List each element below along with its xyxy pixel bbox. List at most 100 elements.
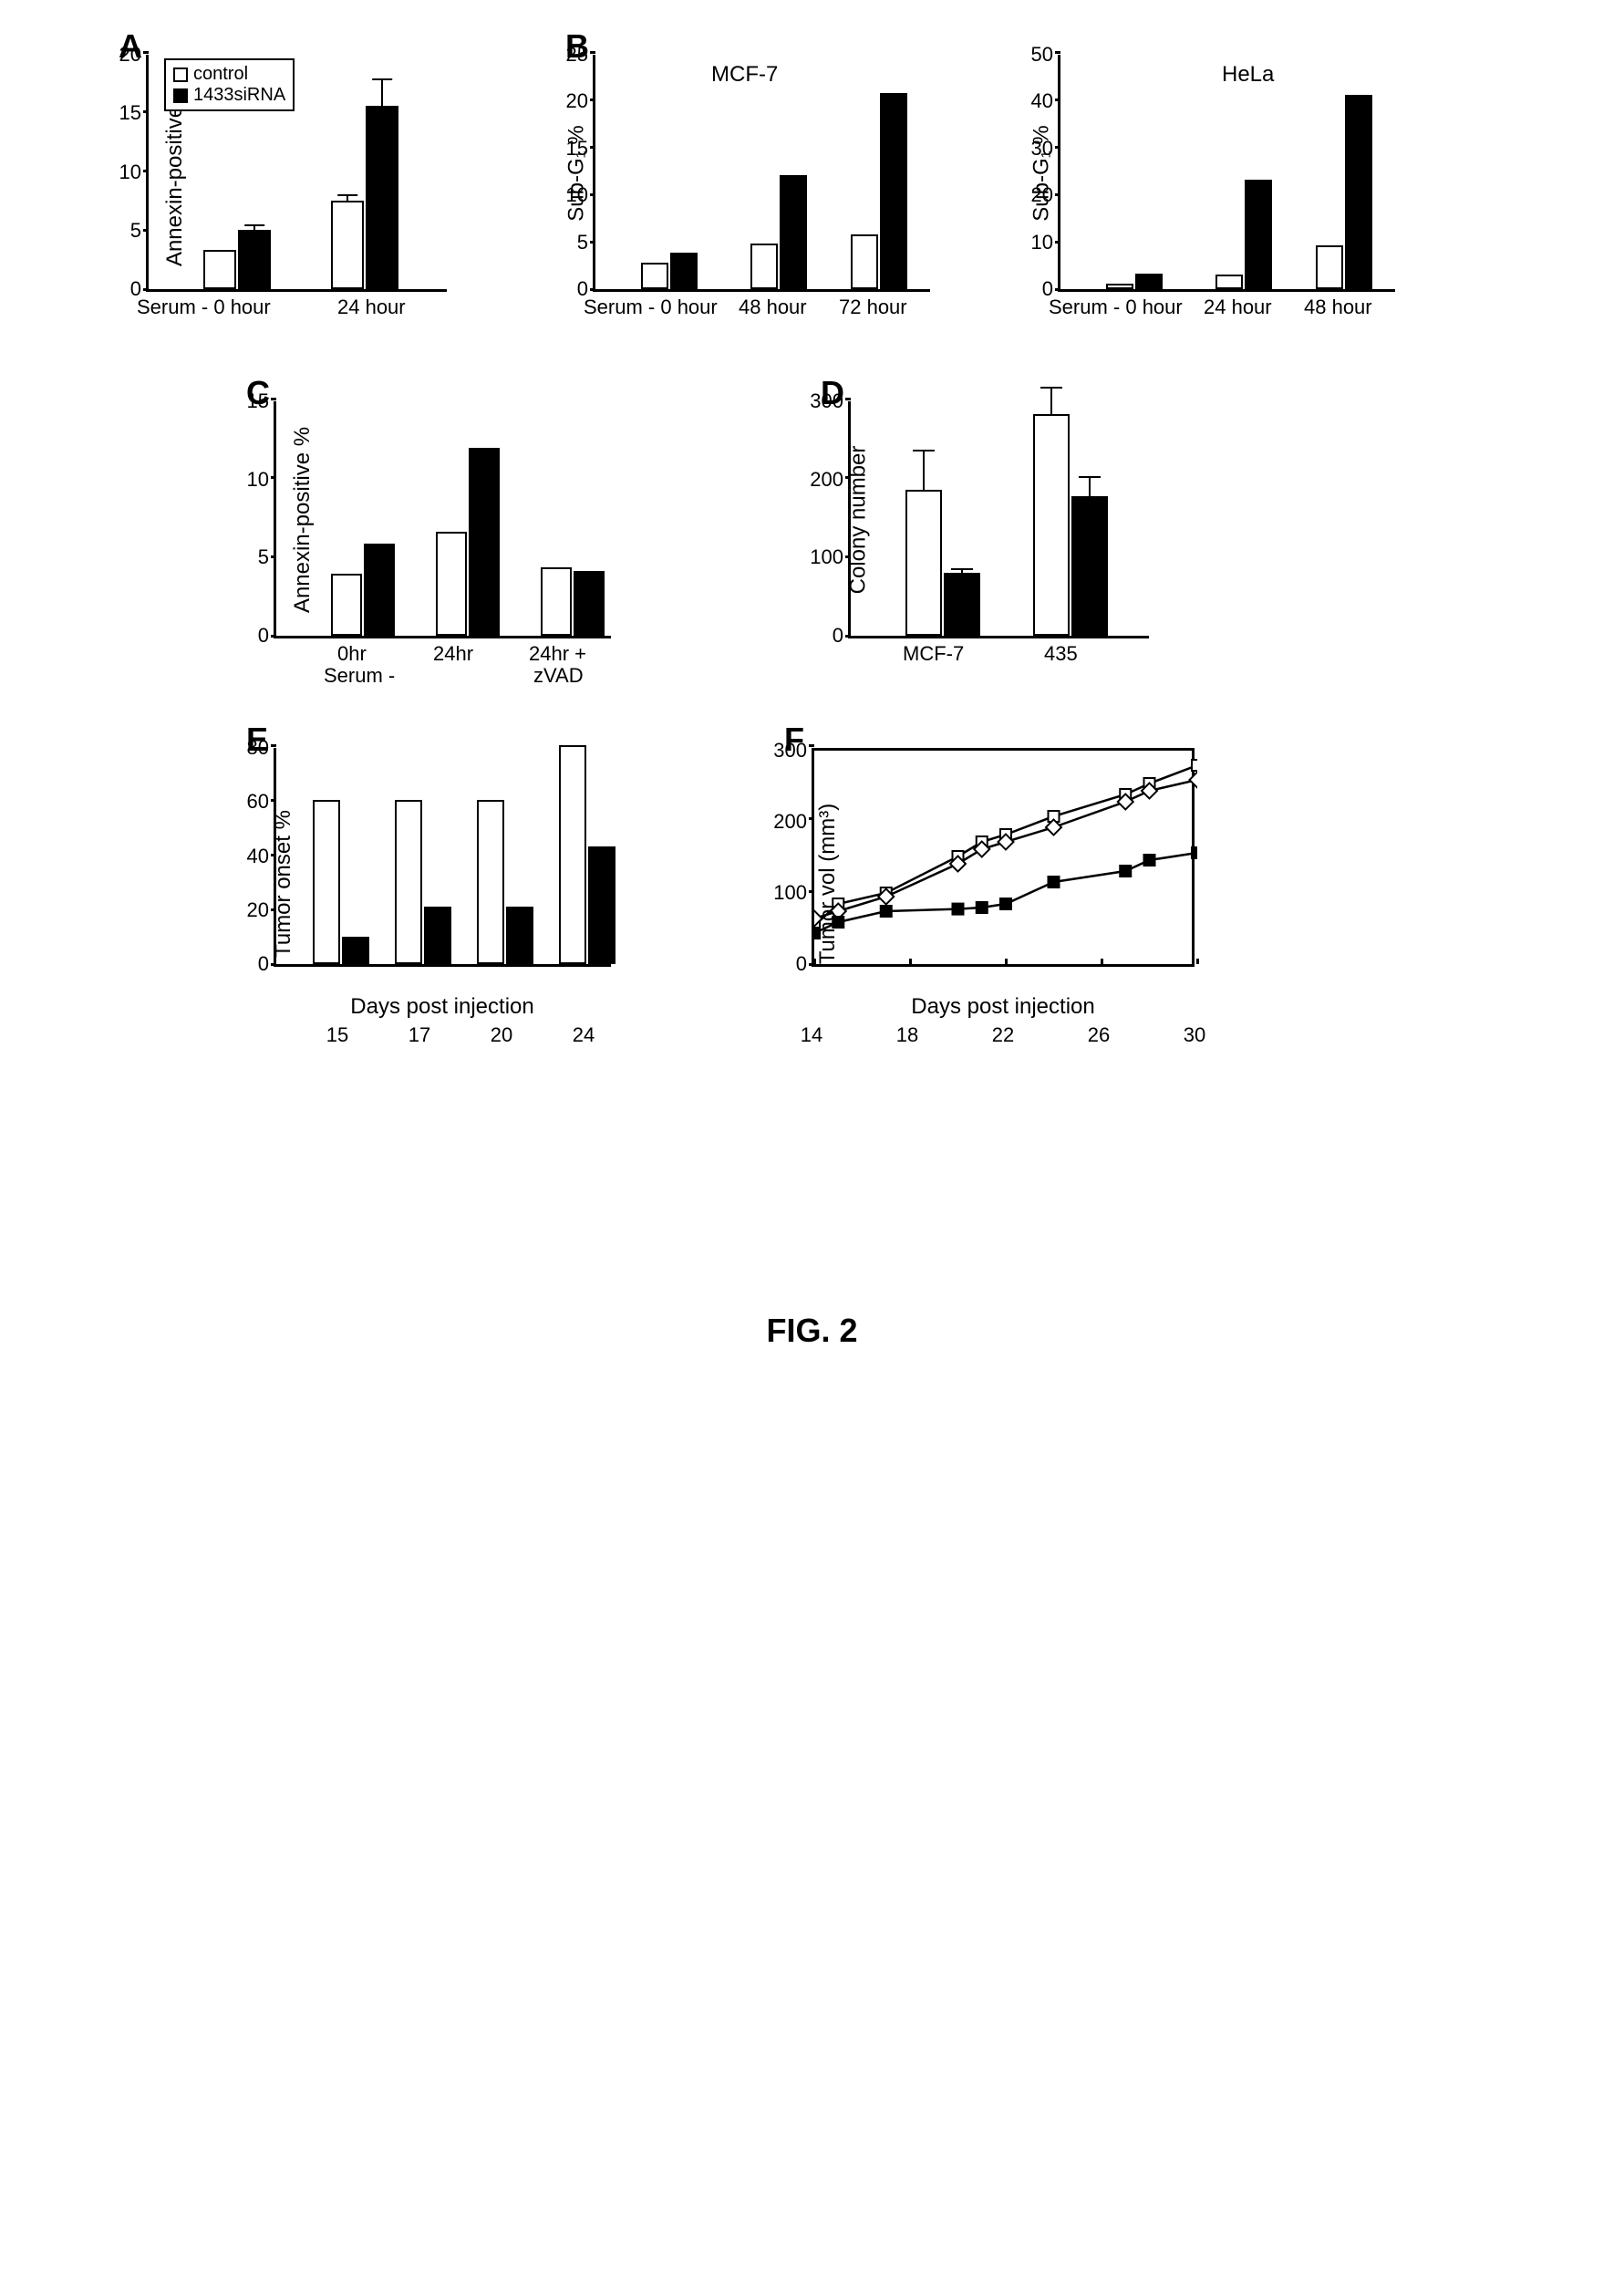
bar-group — [331, 106, 398, 290]
bar-control — [331, 201, 364, 290]
x-tick-label: 18 — [896, 1023, 918, 1047]
y-tick: 20 — [566, 89, 595, 113]
x-category-label: 24hr — [433, 642, 473, 666]
x-category-label: 0hr — [337, 642, 367, 666]
bar-sirna — [1245, 180, 1272, 289]
bar-sirna — [944, 573, 980, 636]
y-tick: 40 — [1031, 89, 1060, 113]
y-tick: 80 — [247, 736, 276, 760]
x-tick-label: 14 — [801, 1023, 822, 1047]
bar-group — [905, 490, 980, 636]
x-tick-label: 30 — [1184, 1023, 1205, 1047]
y-tick: 50 — [1031, 43, 1060, 67]
bar-group — [203, 230, 271, 289]
y-tick: 10 — [119, 161, 149, 184]
bar-group — [1215, 180, 1272, 289]
bar-sirna — [1135, 274, 1163, 289]
y-tick: 25 — [566, 43, 595, 67]
x-category-label: 24 hour — [1204, 296, 1272, 319]
bar-group — [851, 93, 907, 289]
x-category-label: Serum - — [324, 664, 395, 688]
panel-e-xtitle: Days post injection — [274, 994, 611, 1020]
bar-sirna — [780, 175, 807, 289]
panel-b-hela-ylabel: Sub-G₁ % — [1029, 125, 1055, 221]
panel-b-mcf7: B 0510152025 MCF-7 Sub-G₁ % Serum - 0 ho… — [593, 55, 930, 292]
y-tick: 100 — [773, 881, 814, 905]
y-tick: 15 — [119, 101, 149, 125]
x-category-label: 15 — [326, 1023, 348, 1047]
bar-sirna — [342, 937, 369, 964]
bar-control — [1316, 245, 1343, 289]
bar-sirna — [574, 571, 605, 636]
bar-control — [313, 800, 340, 964]
bar-group — [750, 175, 807, 289]
x-category-label: 20 — [491, 1023, 512, 1047]
y-tick: 200 — [773, 810, 814, 834]
panel-b-hela: 01020304050 HeLa Sub-G₁ % Serum - 0 hour… — [1058, 55, 1395, 292]
panel-b-mcf7-ylabel: Sub-G₁ % — [564, 125, 590, 221]
bar-group — [395, 800, 451, 964]
x-category-label: Serum - 0 hour — [137, 296, 271, 319]
row-2: C 051015 Annexin-positive % 0hr24hr24hr … — [274, 401, 1551, 638]
x-tick-label: 26 — [1088, 1023, 1110, 1047]
x-category-label: Serum - 0 hour — [584, 296, 718, 319]
bar-control — [1033, 414, 1070, 636]
bar-sirna — [588, 846, 615, 964]
legend-sirna: 1433siRNA — [193, 85, 285, 106]
bar-sirna — [1345, 95, 1372, 289]
bar-group — [1316, 95, 1372, 289]
y-tick: 200 — [810, 468, 851, 492]
x-category-label: 17 — [409, 1023, 430, 1047]
panel-a: A 05101520 Annexin-positive % control 14… — [146, 55, 447, 292]
bar-control — [641, 263, 668, 289]
bar-sirna — [1071, 496, 1108, 636]
y-tick: 10 — [247, 468, 276, 492]
y-tick: 20 — [119, 43, 149, 67]
bar-group — [1106, 274, 1163, 289]
y-tick: 300 — [810, 389, 851, 413]
x-tick-label: 22 — [992, 1023, 1014, 1047]
y-tick: 300 — [773, 739, 814, 763]
x-category-label: 48 hour — [1304, 296, 1372, 319]
bar-sirna — [364, 544, 395, 636]
x-category-label: 72 hour — [839, 296, 907, 319]
figure-caption: FIG. 2 — [73, 1312, 1551, 1350]
bar-control — [1106, 284, 1133, 289]
panel-d: D 0100200300 Colony number MCF-7435 — [848, 401, 1149, 638]
x-category-label: Serum - 0 hour — [1049, 296, 1183, 319]
bar-sirna — [238, 230, 271, 289]
panel-c: C 051015 Annexin-positive % 0hr24hr24hr … — [274, 401, 611, 638]
bar-control — [851, 234, 878, 289]
bar-control — [750, 244, 778, 289]
y-tick: 15 — [247, 389, 276, 413]
bar-group — [331, 544, 395, 636]
bar-control — [203, 250, 236, 289]
bar-sirna — [880, 93, 907, 289]
bar-control — [477, 800, 504, 964]
panel-f: F 0100200300 Tumor vol (mm³) 1418222630 … — [812, 748, 1195, 1020]
x-category-label: 24 hour — [337, 296, 406, 319]
legend-box: control 1433siRNA — [164, 58, 295, 111]
x-category-label: zVAD — [533, 664, 584, 688]
bar-group — [641, 253, 698, 289]
bar-sirna — [366, 106, 398, 290]
x-category-label: MCF-7 — [903, 642, 964, 666]
bar-control — [331, 574, 362, 636]
row-3: E 020406080 Tumor onset % 15172024 Days … — [274, 748, 1551, 1020]
bar-group — [477, 800, 533, 964]
bar-group — [313, 800, 369, 964]
bar-sirna — [469, 448, 500, 636]
bar-group — [559, 745, 615, 964]
panel-c-ylabel: Annexin-positive % — [290, 427, 315, 613]
x-category-label: 435 — [1044, 642, 1078, 666]
bar-control — [559, 745, 586, 964]
panel-d-ylabel: Colony number — [845, 446, 871, 595]
x-category-label: 24 — [573, 1023, 595, 1047]
panel-e: E 020406080 Tumor onset % 15172024 Days … — [274, 748, 611, 1020]
panel-e-ylabel: Tumor onset % — [271, 810, 296, 958]
bar-sirna — [424, 907, 451, 964]
bar-control — [1215, 275, 1243, 289]
bar-sirna — [506, 907, 533, 964]
bar-control — [395, 800, 422, 964]
bar-group — [436, 448, 500, 636]
